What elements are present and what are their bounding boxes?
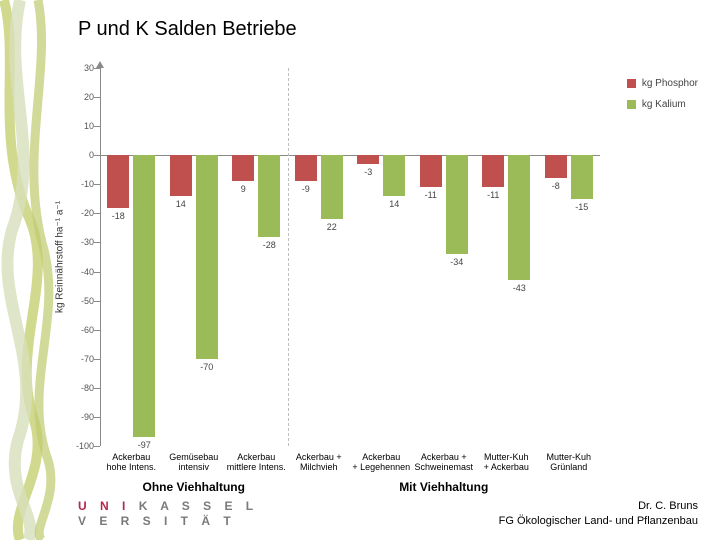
y-axis-arrow-icon — [96, 61, 104, 68]
group-label: Mit Viehhaltung — [288, 480, 601, 494]
category-slot: -11-43Mutter-Kuh+ Ackerbau — [475, 68, 538, 446]
bar-phosphor — [482, 155, 504, 187]
y-tick-label: -20 — [64, 208, 94, 218]
category-label: Ackerbau +Milchvieh — [288, 452, 351, 473]
y-tick-label: -50 — [64, 296, 94, 306]
bar-kalium — [258, 155, 280, 236]
category-label: Mutter-Kuh+ Ackerbau — [475, 452, 538, 473]
bar-phosphor — [295, 155, 317, 181]
y-tick-label: -70 — [64, 354, 94, 364]
legend-item-kalium: kg Kalium — [627, 99, 698, 110]
category-label: Mutter-KuhGrünland — [538, 452, 601, 473]
slide-title: P und K Salden Betriebe — [78, 18, 297, 41]
logo-line-1: U N I — [78, 499, 130, 513]
bar-kalium — [383, 155, 405, 196]
bar-value-label: -28 — [263, 240, 276, 250]
bar-kalium — [196, 155, 218, 359]
bar-value-label: -11 — [425, 190, 437, 200]
category-slot: -922Ackerbau +Milchvieh — [288, 68, 351, 446]
bar-value-label: -9 — [302, 184, 310, 194]
bar-value-label: 22 — [327, 222, 337, 232]
bar-kalium — [571, 155, 593, 199]
bar-value-label: -43 — [513, 283, 526, 293]
category-slot: -314Ackerbau+ Legehennen — [350, 68, 413, 446]
y-tick-label: -60 — [64, 325, 94, 335]
legend-label-kalium: kg Kalium — [642, 99, 686, 110]
bar-value-label: -15 — [575, 202, 588, 212]
category-label: Ackerbau+ Legehennen — [350, 452, 413, 473]
legend-label-phosphor: kg Phosphor — [642, 78, 698, 89]
bar-value-label: -11 — [487, 190, 499, 200]
bar-value-label: -18 — [112, 211, 125, 221]
category-slot: -18-97Ackerbauhohe Intens. — [100, 68, 163, 446]
y-tick-label: -40 — [64, 267, 94, 277]
category-slot: -8-15Mutter-KuhGrünland — [538, 68, 601, 446]
bar-phosphor — [232, 155, 254, 181]
bar-value-label: 14 — [176, 199, 186, 209]
y-tick-label: 10 — [64, 121, 94, 131]
y-tick-label: -80 — [64, 383, 94, 393]
y-tick-label: 0 — [64, 150, 94, 160]
category-label: Gemüsebauintensiv — [163, 452, 226, 473]
bar-value-label: -34 — [450, 257, 463, 267]
y-tick-label: -100 — [64, 441, 94, 451]
group-label: Ohne Viehhaltung — [100, 480, 288, 494]
legend-swatch-phosphor — [627, 79, 636, 88]
bar-phosphor — [545, 155, 567, 178]
bar-value-label: -8 — [552, 181, 560, 191]
bar-phosphor — [107, 155, 129, 207]
y-tick-label: -10 — [64, 179, 94, 189]
bar-phosphor — [170, 155, 192, 196]
y-tick-label: 20 — [64, 92, 94, 102]
bar-kalium — [446, 155, 468, 254]
bar-chart: kg Reinnährstoff ha⁻¹ a⁻¹ -100-90-80-70-… — [100, 68, 600, 446]
category-slot: -11-34Ackerbau +Schweinemast — [413, 68, 476, 446]
bar-phosphor — [357, 155, 379, 164]
decorative-left-strip — [0, 0, 58, 540]
bar-phosphor — [420, 155, 442, 187]
category-label: Ackerbau +Schweinemast — [413, 452, 476, 473]
bar-kalium — [133, 155, 155, 437]
bar-value-label: 14 — [389, 199, 399, 209]
logo-line-3: V E R S I T Ä T — [78, 514, 236, 528]
bar-value-label: -3 — [364, 167, 372, 177]
bar-value-label: 9 — [241, 184, 246, 194]
legend-swatch-kalium — [627, 100, 636, 109]
category-slot: 14-70Gemüsebauintensiv — [163, 68, 226, 446]
footer-author: Dr. C. Bruns — [499, 499, 698, 513]
y-tick-label: -90 — [64, 412, 94, 422]
legend: kg Phosphor kg Kalium — [627, 78, 698, 120]
bar-value-label: -70 — [200, 362, 213, 372]
footer-dept: FG Ökologischer Land- und Pflanzenbau — [499, 514, 698, 528]
category-slot: 9-28Ackerbaumittlere Intens. — [225, 68, 288, 446]
university-logo: U N I K A S S E L V E R S I T Ä T — [78, 499, 258, 528]
y-tick-label: -30 — [64, 237, 94, 247]
y-tick — [94, 446, 100, 447]
logo-line-2: K A S S E L — [139, 499, 258, 513]
bar-value-label: -97 — [138, 440, 151, 450]
category-label: Ackerbaumittlere Intens. — [225, 452, 288, 473]
bar-kalium — [321, 155, 343, 219]
legend-item-phosphor: kg Phosphor — [627, 78, 698, 89]
y-tick-label: 30 — [64, 63, 94, 73]
category-label: Ackerbauhohe Intens. — [100, 452, 163, 473]
bar-kalium — [508, 155, 530, 280]
footer-credit: Dr. C. Bruns FG Ökologischer Land- und P… — [499, 499, 698, 528]
